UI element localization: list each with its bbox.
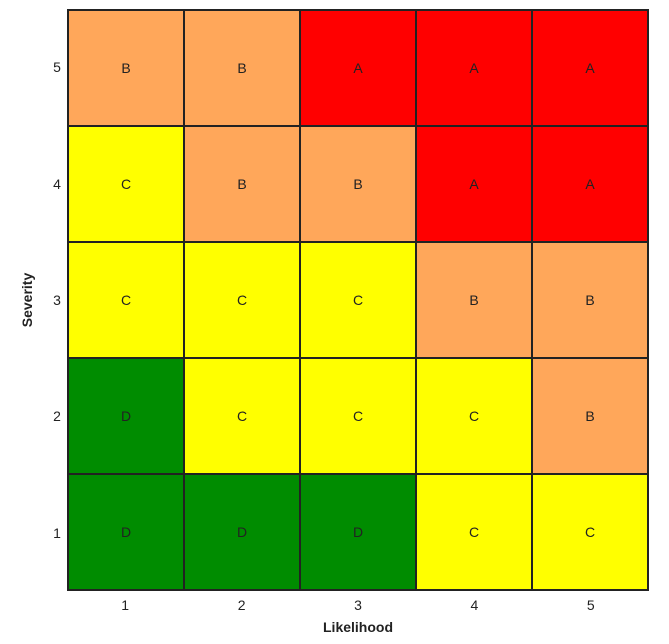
y-axis-label: Severity (19, 272, 35, 328)
matrix-cell: A (532, 10, 648, 126)
matrix-cell: B (416, 242, 532, 358)
matrix-cell: B (532, 358, 648, 474)
x-tick-label: 4 (470, 597, 479, 613)
matrix-cell: B (68, 10, 184, 126)
y-tick-label: 5 (53, 59, 61, 76)
x-tick-label: 2 (237, 597, 246, 613)
matrix-cell: D (68, 474, 184, 590)
x-tick-label: 3 (354, 597, 362, 613)
matrix-cell: A (300, 10, 416, 126)
matrix-cell: A (532, 126, 648, 242)
matrix-cell: C (184, 242, 300, 358)
x-tick-label: 5 (586, 597, 595, 613)
matrix-cell: B (184, 126, 300, 242)
y-tick-label: 4 (53, 175, 61, 192)
matrix-cell: C (532, 474, 648, 590)
x-axis-label: Likelihood (323, 619, 393, 635)
matrix-cell: C (300, 242, 416, 358)
matrix-cell: B (184, 10, 300, 126)
matrix-cell: C (416, 358, 532, 474)
matrix-cell: B (300, 126, 416, 242)
matrix-cell: A (416, 10, 532, 126)
y-tick-label: 2 (53, 408, 61, 425)
matrix-cell: C (300, 358, 416, 474)
matrix-cell: D (184, 474, 300, 590)
matrix-cell: B (532, 242, 648, 358)
matrix-cell: C (68, 126, 184, 242)
matrix-cell: D (300, 474, 416, 590)
y-tick-label: 1 (53, 524, 61, 541)
matrix-cell: A (416, 126, 532, 242)
matrix-cell: C (68, 242, 184, 358)
matrix-cell: C (184, 358, 300, 474)
matrix-cell: C (416, 474, 532, 590)
matrix-cell: D (68, 358, 184, 474)
x-tick-label: 1 (121, 597, 130, 613)
y-tick-label: 3 (53, 292, 61, 308)
